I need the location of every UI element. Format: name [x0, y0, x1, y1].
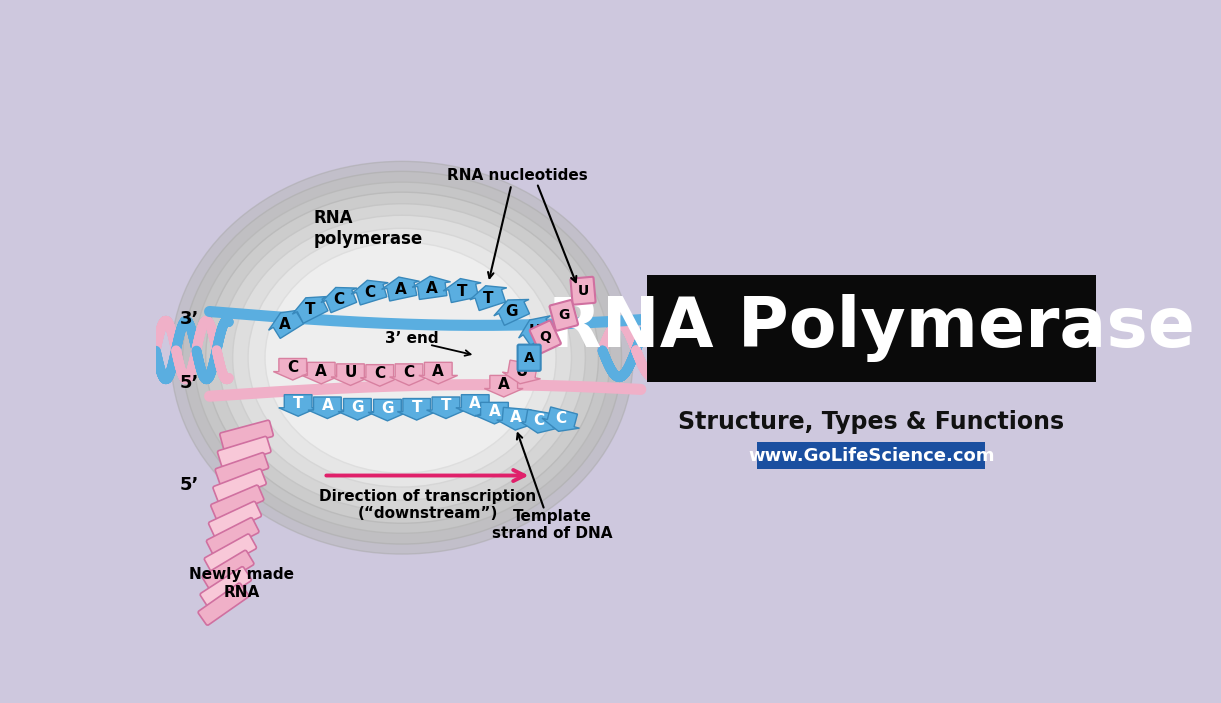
FancyBboxPatch shape [215, 453, 269, 484]
Text: A: A [425, 281, 437, 296]
Text: G: G [352, 400, 364, 415]
Polygon shape [485, 375, 523, 397]
Text: Newly made
RNA: Newly made RNA [189, 567, 294, 600]
Text: C: C [364, 285, 375, 300]
Polygon shape [269, 310, 304, 338]
Text: A: A [488, 404, 501, 419]
Text: G: G [558, 309, 569, 323]
Text: RNA
polymerase: RNA polymerase [314, 209, 422, 248]
Polygon shape [292, 297, 328, 323]
FancyBboxPatch shape [549, 300, 578, 330]
Text: A: A [469, 396, 481, 411]
Text: U: U [578, 284, 589, 297]
Text: T: T [484, 290, 493, 306]
Text: T: T [411, 400, 422, 415]
Polygon shape [426, 397, 465, 418]
FancyBboxPatch shape [209, 501, 261, 537]
FancyBboxPatch shape [198, 583, 249, 625]
Ellipse shape [194, 182, 610, 534]
Polygon shape [368, 399, 407, 421]
Text: A: A [524, 351, 535, 365]
Polygon shape [274, 359, 313, 380]
FancyBboxPatch shape [220, 420, 274, 449]
Text: A: A [321, 399, 333, 413]
Text: C: C [534, 413, 545, 428]
Polygon shape [381, 277, 420, 301]
FancyBboxPatch shape [217, 437, 271, 467]
Polygon shape [475, 402, 514, 424]
Text: A: A [498, 377, 509, 392]
Polygon shape [497, 407, 535, 430]
Text: 3’ end: 3’ end [386, 331, 438, 346]
Ellipse shape [248, 228, 556, 487]
Polygon shape [519, 316, 553, 346]
Polygon shape [302, 362, 341, 384]
FancyBboxPatch shape [206, 517, 259, 555]
Text: A: A [280, 317, 291, 332]
Text: C: C [403, 366, 415, 380]
Polygon shape [389, 364, 429, 385]
Ellipse shape [171, 162, 632, 554]
Text: A: A [315, 363, 327, 379]
FancyBboxPatch shape [203, 550, 254, 590]
Polygon shape [308, 397, 347, 418]
Polygon shape [443, 278, 481, 302]
Text: RNA Polymerase: RNA Polymerase [548, 295, 1195, 363]
Text: G: G [381, 401, 393, 415]
FancyBboxPatch shape [211, 485, 264, 520]
Text: T: T [304, 302, 315, 317]
Text: C: C [556, 411, 567, 427]
Ellipse shape [183, 172, 621, 544]
Text: Template
strand of DNA: Template strand of DNA [492, 508, 613, 541]
Text: www.GoLifeScience.com: www.GoLifeScience.com [748, 446, 995, 465]
Polygon shape [493, 299, 530, 325]
Bar [647, 276, 1096, 382]
FancyBboxPatch shape [200, 567, 252, 607]
Text: A: A [394, 282, 407, 297]
FancyBboxPatch shape [212, 469, 266, 502]
Polygon shape [413, 276, 451, 299]
Text: 5’: 5’ [179, 476, 199, 494]
Text: C: C [333, 292, 344, 307]
Text: T: T [293, 396, 303, 411]
Text: RNA nucleotides: RNA nucleotides [447, 168, 589, 183]
Text: Q: Q [540, 330, 551, 344]
Polygon shape [520, 409, 558, 433]
Text: 5’: 5’ [179, 374, 199, 392]
Text: U: U [515, 363, 527, 379]
Text: A: A [510, 410, 521, 425]
Polygon shape [419, 362, 458, 384]
Ellipse shape [219, 204, 585, 512]
FancyBboxPatch shape [570, 277, 596, 304]
Polygon shape [455, 394, 495, 416]
Polygon shape [331, 364, 370, 385]
FancyBboxPatch shape [518, 344, 541, 370]
Polygon shape [352, 280, 388, 305]
Text: Direction of transcription
(“downstream”): Direction of transcription (“downstream”… [319, 489, 536, 521]
Polygon shape [360, 365, 399, 386]
Polygon shape [502, 360, 541, 384]
FancyBboxPatch shape [530, 321, 560, 353]
Polygon shape [338, 399, 377, 420]
Polygon shape [397, 399, 436, 420]
Ellipse shape [265, 243, 540, 473]
FancyBboxPatch shape [204, 534, 256, 573]
Text: 3’: 3’ [179, 310, 199, 328]
Text: T: T [457, 283, 468, 299]
Text: Structure, Types & Functions: Structure, Types & Functions [679, 410, 1065, 434]
Ellipse shape [205, 192, 598, 523]
Polygon shape [542, 407, 580, 432]
Text: U: U [529, 323, 541, 339]
Ellipse shape [233, 215, 571, 500]
Text: T: T [441, 399, 452, 413]
Text: C: C [374, 366, 386, 381]
Text: A: A [432, 363, 444, 379]
Text: U: U [344, 366, 357, 380]
Polygon shape [321, 288, 357, 313]
Polygon shape [278, 394, 317, 416]
Bar [757, 441, 985, 470]
Text: C: C [287, 360, 298, 375]
Text: G: G [505, 304, 518, 319]
Polygon shape [470, 285, 507, 311]
